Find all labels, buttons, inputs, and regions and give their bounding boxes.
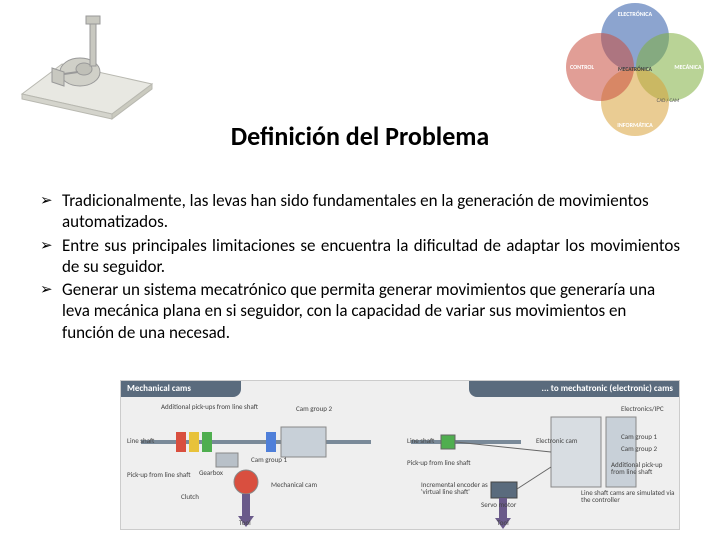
header-region: ELECTRÓNICA MECÁNICA INFORMÁTICA CONTROL… bbox=[0, 0, 720, 170]
label-camgroup2: Cam group 2 bbox=[296, 405, 332, 412]
label-pickup: Pick-up from line shaft bbox=[127, 471, 191, 478]
bullet-item: ➢ Entre sus principales limitaciones se … bbox=[40, 235, 680, 278]
label-ecam: Electronic cam bbox=[536, 437, 578, 444]
bullet-marker-icon: ➢ bbox=[40, 190, 62, 211]
label-additional-pickups: Additional pick-ups from line shaft bbox=[161, 403, 258, 410]
bullet-item: ➢ Tradicionalmente, las levas han sido f… bbox=[40, 190, 680, 233]
venn-label-cadcam: CAD / CAM bbox=[657, 98, 680, 104]
label-gearbox: Gearbox bbox=[199, 469, 223, 476]
cams-comparison-diagram: Mechanical cams ... to mechatronic (elec… bbox=[120, 380, 680, 530]
label-tool: Tool bbox=[239, 519, 251, 526]
label-camgroup2-r: Cam group 2 bbox=[621, 445, 657, 452]
label-additional-r: Additional pick-up from line shaft bbox=[611, 461, 677, 475]
bullet-marker-icon: ➢ bbox=[40, 235, 62, 256]
label-encoder: Incremental encoder as 'virtual line sha… bbox=[421, 481, 491, 495]
bullet-item: ➢ Generar un sistema mecatrónico que per… bbox=[40, 279, 680, 343]
label-electronics: Electronics/IPC bbox=[621, 405, 664, 412]
label-servo: Servo motor bbox=[481, 501, 516, 508]
label-tool-r: Tool bbox=[497, 519, 509, 526]
label-camgroup1-r: Cam group 1 bbox=[621, 433, 657, 440]
mechanical-cams-schematic bbox=[121, 397, 401, 531]
venn-label-control: CONTROL bbox=[570, 63, 594, 71]
venn-label-center: MECATRÓNICA bbox=[618, 65, 653, 73]
label-mechcam: Mechanical cam bbox=[271, 481, 317, 488]
label-lineshaft-r: Line shaft bbox=[407, 437, 434, 444]
bullet-list: ➢ Tradicionalmente, las levas han sido f… bbox=[40, 190, 680, 345]
cam-sketch-image bbox=[12, 4, 162, 124]
label-note: Line shaft cams are simulated via the co… bbox=[581, 489, 677, 503]
venn-label-mecanica: MECÁNICA bbox=[674, 63, 702, 71]
diagram-title-left: Mechanical cams bbox=[121, 381, 241, 397]
label-pickup-r: Pick-up from line shaft bbox=[407, 459, 471, 466]
bullet-text: Tradicionalmente, las levas han sido fun… bbox=[62, 190, 680, 233]
label-camgroup1: Cam group 1 bbox=[251, 456, 287, 463]
bullet-marker-icon: ➢ bbox=[40, 279, 62, 300]
venn-label-electronica: ELECTRÓNICA bbox=[618, 10, 653, 18]
slide-title: Definición del Problema bbox=[0, 120, 720, 152]
label-lineshaft: Line shaft bbox=[127, 437, 154, 444]
diagram-title-right: ... to mechatronic (electronic) cams bbox=[469, 381, 679, 397]
label-clutch: Clutch bbox=[181, 493, 199, 500]
bullet-text: Generar un sistema mecatrónico que permi… bbox=[62, 279, 680, 343]
bullet-text: Entre sus principales limitaciones se en… bbox=[62, 235, 680, 278]
